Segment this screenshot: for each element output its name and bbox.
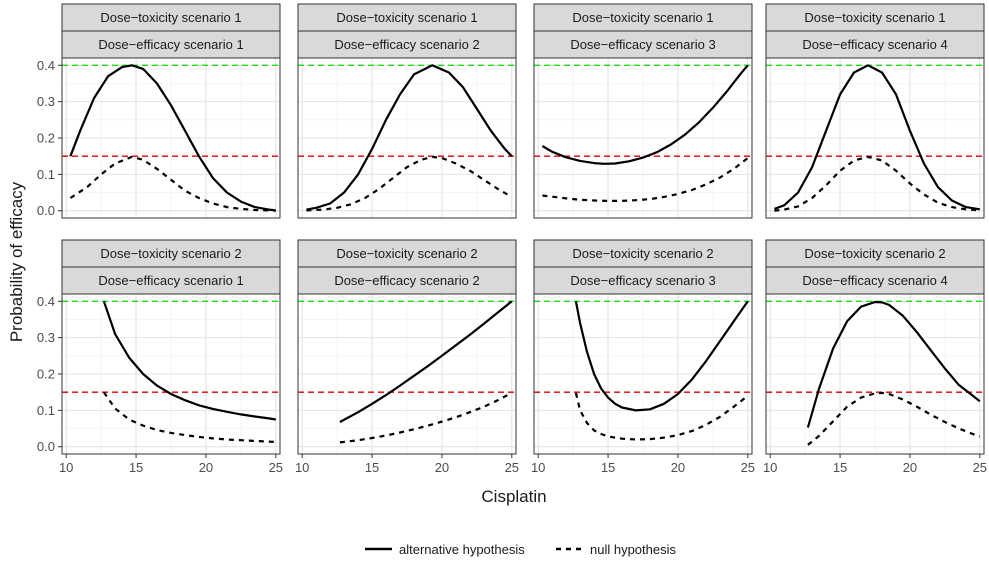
x-tick-label: 20	[903, 460, 917, 475]
strip-efficacy-label: Dose−efficacy scenario 1	[98, 37, 243, 52]
axes: 0.0 0.1 0.2 0.3 0.4 0.0 0.1 0.2 0.3 0.4 10 15 20 25 10…	[37, 58, 987, 475]
panel-border	[297, 293, 517, 455]
x-tick-label: 10	[763, 460, 777, 475]
y-tick-label: 0.1	[37, 167, 55, 182]
strip-efficacy	[61, 266, 281, 295]
x-tick-label: 25	[973, 460, 987, 475]
x-tick-label: 20	[199, 460, 213, 475]
strip-efficacy-label: Dose−efficacy scenario 4	[802, 37, 947, 52]
strip-toxicity-label: Dose−toxicity scenario 1	[336, 10, 477, 25]
series-line-null	[542, 157, 749, 202]
series-line-null	[69, 155, 276, 212]
facet-panel: Dose−toxicity scenario 2 Dose−efficacy sc…	[533, 239, 753, 455]
strip-efficacy-label: Dose−efficacy scenario 3	[570, 273, 715, 288]
series-line-alternative	[774, 64, 980, 211]
y-tick-label: 0.2	[37, 131, 55, 146]
panel-border	[765, 57, 985, 219]
panel-grid: Dose−toxicity scenario 1 Dose−efficacy sc…	[61, 3, 985, 455]
series-line-null	[807, 391, 981, 446]
strip-efficacy-label: Dose−efficacy scenario 1	[98, 273, 243, 288]
facet-panel: Dose−toxicity scenario 1 Dose−efficacy sc…	[297, 3, 517, 219]
panel-border	[765, 293, 985, 455]
strip-efficacy	[533, 30, 753, 59]
y-tick-label: 0.3	[37, 94, 55, 109]
x-tick-label: 20	[435, 460, 449, 475]
facet-panel: Dose−toxicity scenario 1 Dose−efficacy sc…	[533, 3, 753, 219]
panel-border	[533, 293, 753, 455]
strip-toxicity	[765, 3, 985, 32]
series-line-null	[306, 155, 513, 212]
x-tick-label: 25	[505, 460, 519, 475]
series-line-null	[339, 391, 513, 444]
y-tick-label: 0.0	[37, 439, 55, 454]
strip-toxicity-label: Dose−toxicity scenario 1	[804, 10, 945, 25]
x-tick-label: 10	[59, 460, 73, 475]
strip-efficacy-label: Dose−efficacy scenario 2	[334, 37, 479, 52]
strip-efficacy	[297, 30, 517, 59]
x-tick-label: 15	[129, 460, 143, 475]
facet-panel: Dose−toxicity scenario 1 Dose−efficacy sc…	[61, 3, 281, 219]
strip-toxicity-label: Dose−toxicity scenario 2	[572, 246, 713, 261]
legend-label-null: null hypothesis	[590, 542, 676, 557]
x-tick-label: 25	[269, 460, 283, 475]
x-axis-label: Cisplatin	[481, 487, 546, 506]
facet-panel: Dose−toxicity scenario 2 Dose−efficacy sc…	[297, 239, 517, 455]
strip-efficacy-label: Dose−efficacy scenario 4	[802, 273, 947, 288]
strip-toxicity	[533, 3, 753, 32]
series-line-alternative	[102, 300, 276, 421]
facet-panel: Dose−toxicity scenario 1 Dose−efficacy sc…	[765, 3, 985, 219]
strip-toxicity-label: Dose−toxicity scenario 1	[572, 10, 713, 25]
x-tick-label: 15	[601, 460, 615, 475]
strip-toxicity-label: Dose−toxicity scenario 2	[336, 246, 477, 261]
legend: alternative hypothesis null hypothesis	[365, 542, 676, 557]
panel-border	[533, 57, 753, 219]
series-line-null	[774, 155, 980, 212]
y-axis-label: Probability of efficacy	[7, 181, 26, 342]
y-tick-label: 0.3	[37, 330, 55, 345]
strip-toxicity-label: Dose−toxicity scenario 2	[804, 246, 945, 261]
series-line-alternative	[574, 300, 749, 412]
strip-toxicity-label: Dose−toxicity scenario 2	[100, 246, 241, 261]
series-line-alternative	[306, 64, 513, 211]
series-line-alternative	[541, 64, 749, 165]
x-tick-label: 10	[531, 460, 545, 475]
strip-efficacy-label: Dose−efficacy scenario 2	[334, 273, 479, 288]
x-tick-label: 15	[365, 460, 379, 475]
strip-toxicity	[297, 3, 517, 32]
facet-panel: Dose−toxicity scenario 2 Dose−efficacy sc…	[765, 239, 985, 455]
strip-toxicity	[765, 239, 985, 268]
y-tick-label: 0.4	[37, 58, 55, 73]
series-line-alternative	[806, 300, 981, 428]
strip-toxicity	[533, 239, 753, 268]
x-tick-label: 25	[741, 460, 755, 475]
series-line-alternative	[339, 300, 513, 423]
panel-border	[297, 57, 517, 219]
x-tick-label: 10	[295, 460, 309, 475]
x-tick-label: 20	[671, 460, 685, 475]
legend-label-alternative: alternative hypothesis	[399, 542, 525, 557]
series-line-null	[102, 391, 276, 444]
y-tick-label: 0.1	[37, 403, 55, 418]
y-tick-label: 0.0	[37, 203, 55, 218]
strip-toxicity	[61, 3, 281, 32]
strip-toxicity-label: Dose−toxicity scenario 1	[100, 10, 241, 25]
strip-efficacy	[61, 30, 281, 59]
series-line-null	[574, 392, 749, 441]
x-tick-label: 15	[833, 460, 847, 475]
facet-panel: Dose−toxicity scenario 2 Dose−efficacy sc…	[61, 239, 281, 455]
strip-efficacy-label: Dose−efficacy scenario 3	[570, 37, 715, 52]
y-tick-label: 0.2	[37, 367, 55, 382]
series-line-alternative	[69, 64, 276, 212]
y-tick-label: 0.4	[37, 294, 55, 309]
strip-efficacy	[533, 266, 753, 295]
